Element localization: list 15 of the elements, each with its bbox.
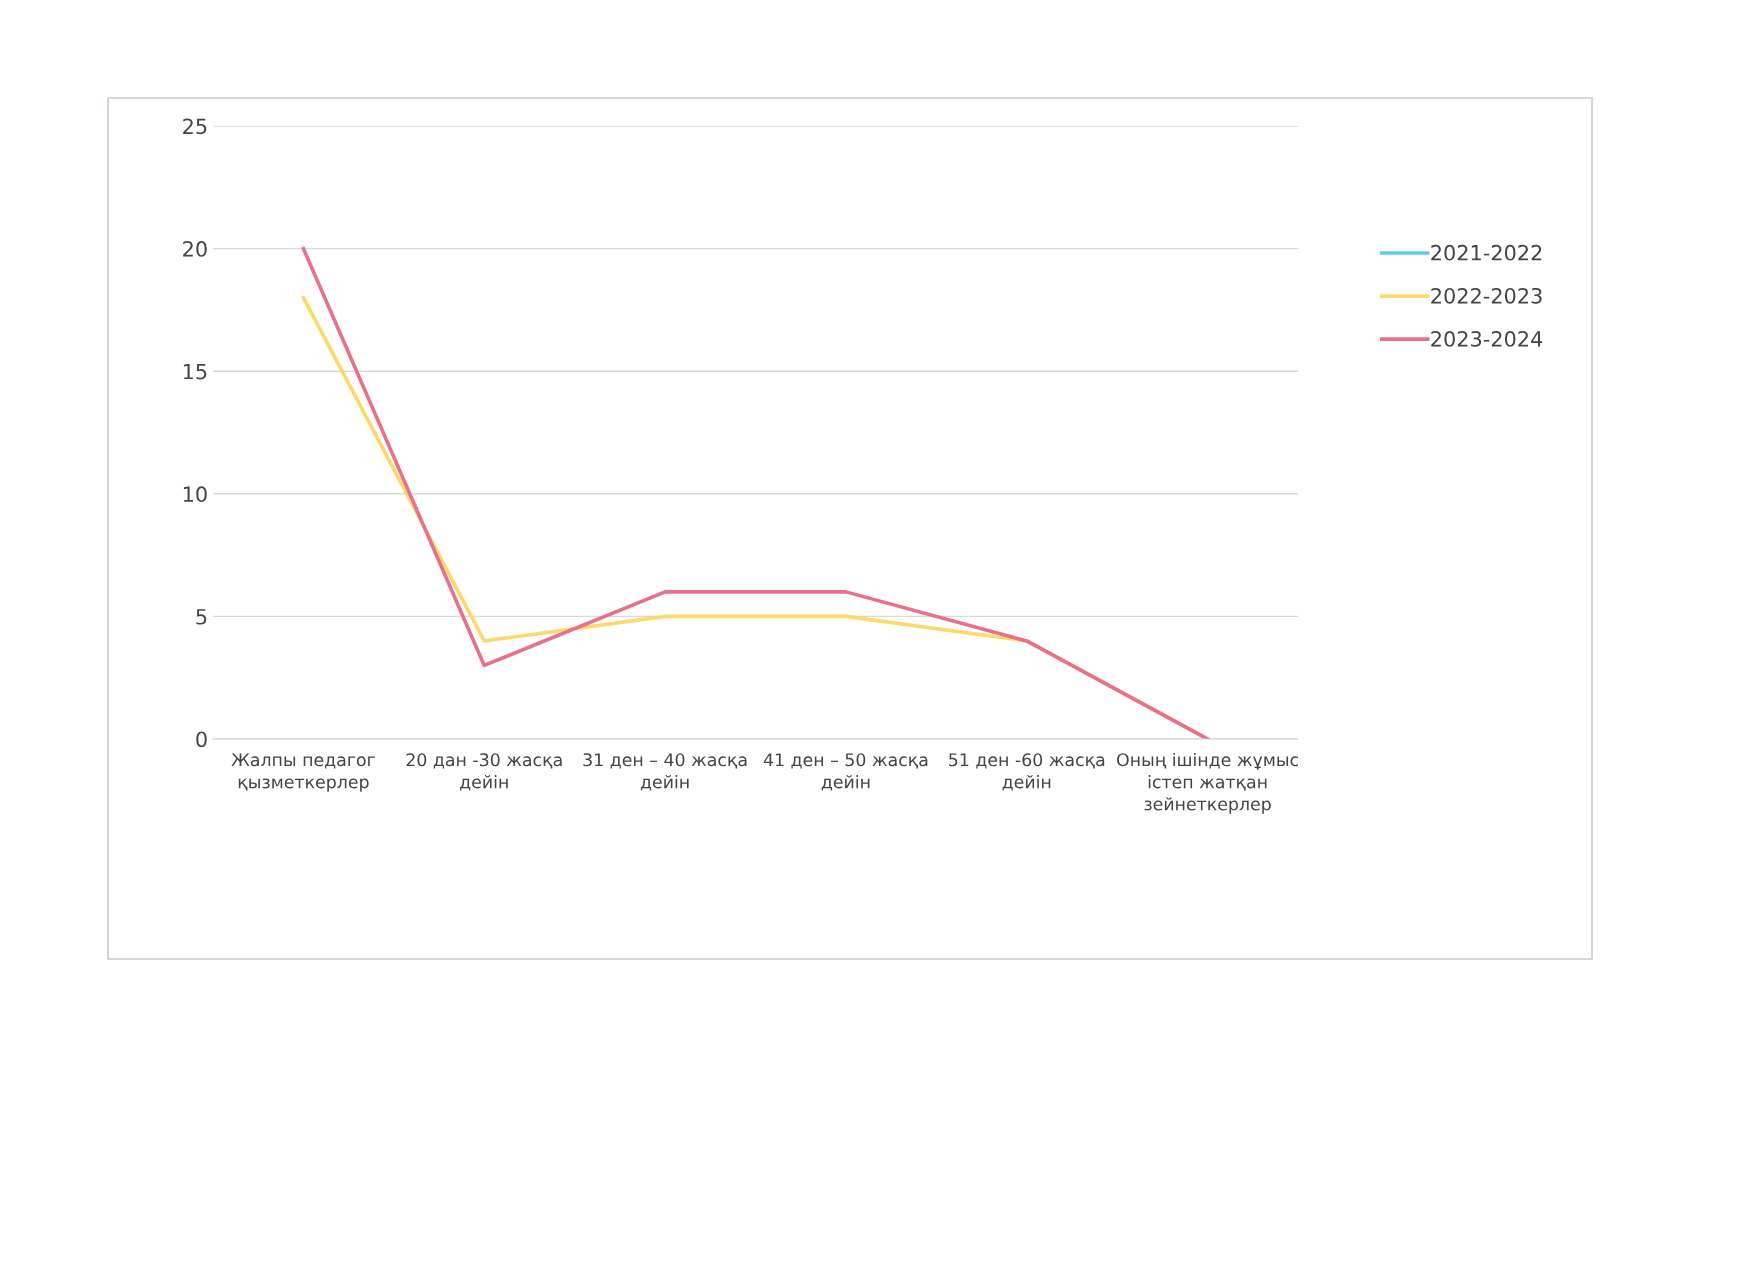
y-tick-label: 15 [183, 363, 207, 380]
x-tick-label: 20 дан -30 жасқа дейін [406, 753, 562, 791]
y-tick-label: 10 [183, 486, 207, 503]
x-tick-label: 51 ден -60 жасқа дейін [949, 753, 1105, 791]
legend-label: 2021-2022 [1431, 244, 1542, 261]
x-tick-label: Жалпы педагог қызметкерлер [231, 753, 375, 792]
legend-label: 2022-2023 [1431, 287, 1542, 304]
y-tick-label: 0 [196, 731, 207, 748]
legend-label: 2023-2024 [1431, 331, 1543, 347]
x-tick-label: 41 ден – 50 жасқа дейін [763, 753, 928, 791]
x-tick-label: Оның ішінде жұмыс істеп жатқан зейнеткерлер [1117, 752, 1299, 814]
x-tick-label: 31 ден – 40 жасқа дейін [583, 753, 747, 791]
y-tick-label: 20 [183, 241, 207, 257]
y-tick-label: 25 [183, 118, 207, 135]
y-tick-label: 5 [196, 609, 207, 625]
